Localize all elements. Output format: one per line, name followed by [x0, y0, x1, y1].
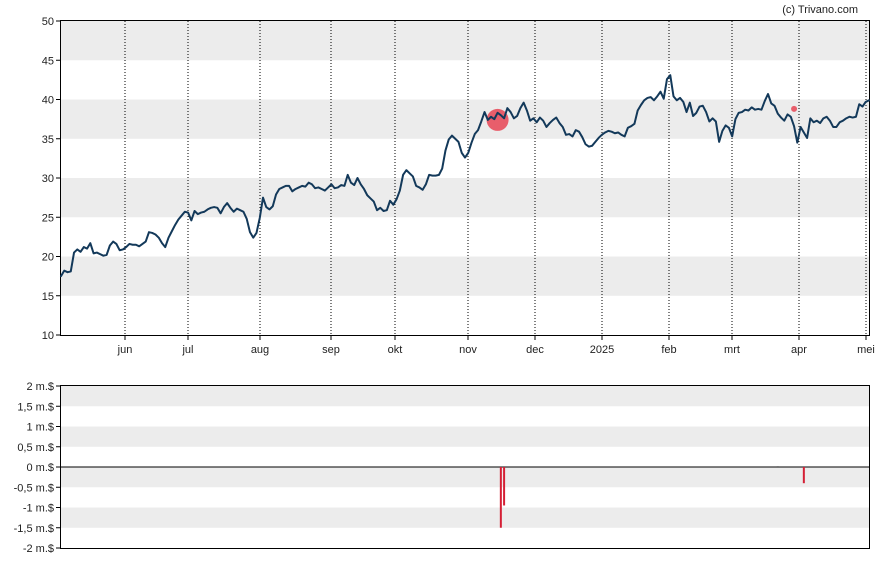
price-x-tick-label: mrt: [724, 344, 740, 356]
highlight-marker: [486, 108, 509, 131]
price-grid-band: [61, 21, 869, 61]
volume-y-tick-label: -2 m.$: [23, 543, 54, 555]
credit-text: (c) Trivano.com: [782, 4, 858, 16]
price-x-tick-label: okt: [388, 344, 403, 356]
volume-grid-band: [61, 426, 869, 447]
volume-y-tick-label: 1,5 m.$: [17, 401, 54, 413]
price-y-tick-label: 50: [42, 16, 54, 28]
price-y-tick-label: 45: [42, 55, 54, 67]
price-y-tick-label: 25: [42, 212, 54, 224]
volume-y-tick-label: 0,5 m.$: [17, 442, 54, 454]
volume-y-tick-label: 0 m.$: [26, 462, 54, 474]
price-x-tick-label: sep: [322, 344, 340, 356]
price-grid-band: [61, 256, 869, 296]
price-y-tick-label: 10: [42, 330, 54, 342]
price-x-tick-label: jul: [181, 344, 193, 356]
volume-y-tick-label: -0,5 m.$: [14, 482, 54, 494]
price-x-tick-label: 2025: [590, 344, 614, 356]
volume-chart: -2 m.$ -1,5 m.$ -1 m.$ -0,5 m.$ 0 m.$ 0,5 m.$…: [14, 381, 870, 555]
price-y-tick-label: 40: [42, 95, 54, 107]
price-y-tick-label: 35: [42, 134, 54, 146]
volume-y-tick-label: 1 m.$: [26, 422, 54, 434]
price-x-tick-label: dec: [526, 344, 544, 356]
volume-grid-band: [61, 386, 869, 407]
price-x-tick-label: feb: [661, 344, 676, 356]
price-x-tick-label: mei: [857, 344, 875, 356]
price-series-line: [60, 74, 870, 278]
price-x-tick-label: aug: [251, 344, 269, 356]
price-y-tick-label: 30: [42, 173, 54, 185]
highlight-marker: [791, 105, 798, 112]
price-grid-band: [61, 99, 869, 139]
price-grid-band: [61, 178, 869, 218]
price-y-tick-label: 15: [42, 291, 54, 303]
price-x-tick-label: apr: [791, 344, 807, 356]
volume-grid-band: [61, 467, 869, 488]
price-y-tick-label: 20: [42, 252, 54, 264]
volume-y-tick-label: -1 m.$: [23, 503, 54, 515]
volume-y-tick-label: -1,5 m.$: [14, 523, 54, 535]
volume-grid-band: [61, 507, 869, 528]
price-x-tick-label: jun: [117, 344, 133, 356]
price-x-tick-label: nov: [459, 344, 477, 356]
volume-y-tick-label: 2 m.$: [26, 381, 54, 393]
